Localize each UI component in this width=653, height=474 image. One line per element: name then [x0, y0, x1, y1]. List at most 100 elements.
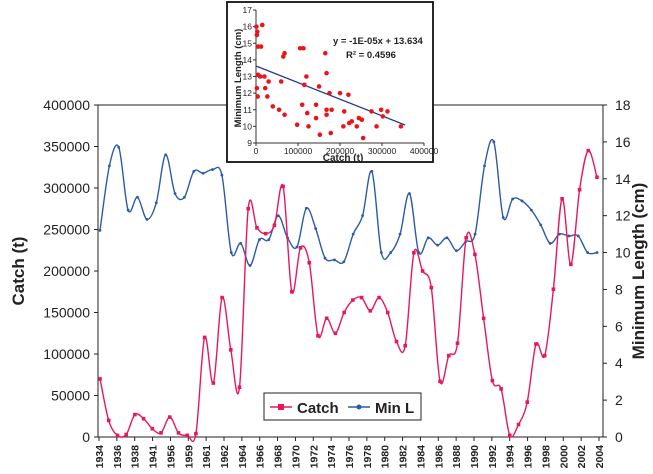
inset-scatter-point	[297, 45, 303, 51]
min-length-series-point	[342, 260, 346, 264]
x-tick-label: 1978	[362, 445, 374, 469]
y-left-axis-title: Catch (t)	[9, 237, 28, 306]
catch-series-point	[316, 333, 320, 338]
inset-scatter-point	[254, 85, 260, 91]
catch-series-point	[560, 196, 564, 201]
x-tick-label: 2002	[576, 445, 588, 469]
x-tick-label: 1966	[255, 445, 267, 469]
inset-scatter-point	[258, 44, 264, 49]
x-tick-label: 1976	[344, 445, 356, 469]
min-length-series-point	[136, 195, 139, 199]
y-right-tick-label: 2	[615, 392, 623, 408]
catch-series-point	[394, 339, 399, 344]
inset-scatter-point	[254, 29, 260, 34]
catch-series-point	[246, 206, 251, 211]
x-tick-label: 1972	[308, 445, 320, 469]
min-length-series-point	[248, 264, 252, 267]
inset-trendline	[255, 65, 406, 126]
min-length-series-point	[389, 251, 393, 254]
min-length-series-point	[539, 223, 543, 227]
catch-series-point	[577, 187, 582, 192]
min-length-series-point	[258, 238, 261, 242]
catch-series-point	[324, 316, 329, 321]
x-tick-label: 1994	[505, 445, 517, 469]
catch-series-point	[150, 426, 155, 431]
x-tick-label: 2000	[558, 445, 570, 469]
inset-scatter-point	[255, 94, 260, 99]
catch-series-point	[429, 285, 434, 290]
inset-frame	[226, 1, 434, 163]
catch-series-point	[481, 316, 486, 321]
catch-series-point	[290, 289, 294, 294]
catch-series-point	[368, 309, 373, 313]
legend-catch-marker	[278, 404, 284, 410]
inset-scatter-point	[294, 122, 300, 128]
catch-series-point	[133, 412, 137, 417]
inset-scatter-point	[337, 90, 343, 96]
x-tick-label: 1959	[183, 445, 195, 469]
inset-scatter-point	[266, 79, 271, 84]
catch-series-point	[508, 433, 512, 438]
catch-series-point	[455, 341, 460, 346]
inset-scatter-point	[313, 102, 319, 108]
x-tick-label: 1984	[415, 445, 427, 469]
inset-scatter-point	[316, 84, 322, 89]
catch-series-point	[534, 342, 538, 346]
x-tick-label: 1938	[130, 445, 142, 469]
inset-scatter-point	[313, 115, 319, 121]
y-left-tick-label: 200000	[43, 263, 90, 279]
y-right-tick-label: 16	[615, 134, 631, 150]
y-left-tick-label: 300000	[43, 180, 90, 196]
y-left-tick-label: 50000	[51, 388, 90, 404]
catch-series-point	[342, 310, 346, 315]
x-tick-label: 1964	[237, 445, 249, 469]
min-length-series-point	[314, 227, 318, 230]
inset-scatter-point	[278, 79, 284, 84]
inset-scatter-point	[304, 74, 309, 79]
min-length-series-point	[436, 243, 439, 247]
min-length-series-point	[229, 251, 233, 254]
y-right-tick-label: 0	[615, 429, 623, 445]
y-right-tick-label: 10	[615, 245, 631, 261]
min-length-series-point	[361, 214, 364, 218]
inset-scatter-point	[323, 50, 328, 56]
catch-series-point	[211, 381, 216, 385]
inset-scatter-point	[282, 50, 287, 56]
inset-scatter-point	[398, 124, 404, 129]
catch-series-point	[176, 431, 181, 435]
catch-series-point	[595, 175, 599, 180]
catch-series-point	[281, 184, 285, 189]
min-length-series-point	[576, 234, 580, 238]
x-tick-label: 1992	[487, 445, 499, 469]
min-length-series-point	[276, 214, 280, 218]
x-tick-label: 1990	[469, 445, 481, 469]
catch-series-point	[359, 295, 364, 300]
y-left-tick-label: 0	[82, 429, 90, 445]
inset-scatter-point	[306, 124, 311, 129]
inset-scatter-point	[324, 107, 329, 113]
legend-min-length-marker	[356, 404, 362, 410]
y-right-tick-label: 12	[615, 208, 631, 224]
catch-series-point	[159, 431, 163, 435]
inset-scatter-point	[254, 24, 259, 29]
inset-scatter-point	[385, 109, 390, 114]
catch-series-point	[106, 418, 111, 423]
catch-series-point	[464, 236, 469, 240]
min-length-series-point	[323, 256, 327, 260]
min-length-series-point	[370, 170, 374, 173]
inset-scatter-point	[299, 102, 305, 108]
catch-series-point	[228, 348, 233, 352]
x-tick-label: 1941	[148, 445, 160, 469]
inset-scatter-point	[260, 22, 265, 28]
inset-r-squared: R² = 0.4596	[346, 50, 396, 61]
legend-catch-label: Catch	[297, 400, 339, 417]
min-length-series-point	[567, 234, 571, 238]
min-length-series-point	[586, 251, 590, 254]
inset-scatter-point	[354, 124, 360, 129]
min-length-series-point	[492, 140, 496, 144]
inset-scatter-point	[302, 82, 307, 88]
inset-y-tick-label: 11	[243, 105, 252, 115]
inset-scatter-point	[374, 124, 379, 129]
catch-series-point	[473, 252, 477, 257]
